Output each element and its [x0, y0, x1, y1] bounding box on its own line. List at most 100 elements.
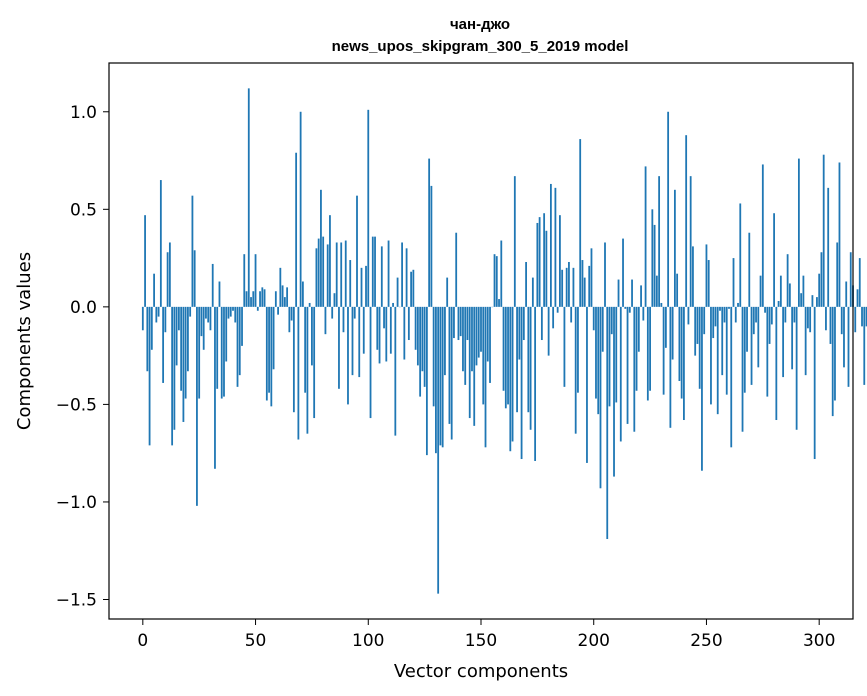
bar [378, 306, 381, 364]
bar [173, 306, 176, 430]
bar-series [141, 88, 867, 594]
bar [741, 306, 744, 432]
bar [595, 306, 597, 399]
bar [660, 302, 663, 307]
bar [705, 244, 708, 307]
bar [757, 306, 760, 368]
bar [362, 306, 365, 354]
bar [396, 277, 399, 307]
bar [480, 306, 482, 352]
bar [786, 254, 789, 307]
bar [207, 306, 210, 323]
bar [371, 236, 374, 307]
bar [858, 258, 861, 307]
bar [261, 287, 264, 307]
bar [495, 256, 498, 307]
bar [241, 306, 243, 346]
bar [863, 306, 866, 385]
bar [590, 248, 593, 307]
bar [734, 306, 737, 323]
chart-title-line2: news_upos_skipgram_300_5_2019 model [332, 38, 629, 55]
bar [315, 248, 318, 307]
y-tick-label: −1.5 [56, 590, 97, 610]
y-axis-label: Components values [14, 252, 35, 430]
bar [344, 240, 347, 307]
bar [752, 306, 755, 335]
bar [252, 291, 255, 307]
bar [333, 293, 336, 307]
bar [698, 306, 701, 389]
bar [775, 306, 778, 421]
bar [737, 302, 739, 307]
bar [254, 254, 257, 307]
bar [838, 162, 841, 307]
bar [236, 306, 239, 387]
bar [725, 306, 728, 395]
bar [238, 306, 241, 376]
bar [198, 306, 201, 399]
bar [358, 306, 361, 378]
bar [259, 291, 261, 307]
bar [509, 306, 512, 452]
bar [394, 306, 397, 436]
bar [220, 306, 223, 399]
bar [144, 215, 146, 307]
bar [599, 306, 602, 489]
bar [773, 213, 775, 307]
bar [865, 306, 867, 327]
bar [522, 306, 525, 341]
bar [825, 306, 827, 331]
bar [534, 306, 537, 461]
bar [193, 250, 196, 307]
bar [610, 306, 613, 335]
bar [218, 281, 221, 307]
bar [782, 306, 785, 378]
bar [779, 275, 782, 307]
bar [209, 306, 212, 331]
x-tick-label: 200 [578, 631, 610, 651]
bar [331, 306, 334, 319]
bar [588, 265, 591, 307]
bar [234, 306, 237, 323]
bar [335, 242, 338, 307]
bar [694, 306, 697, 356]
bar [407, 306, 410, 341]
bar [265, 306, 268, 401]
bar [157, 306, 160, 317]
bar [299, 111, 302, 307]
bar [502, 306, 505, 391]
bar [802, 275, 805, 307]
bar [516, 306, 518, 413]
bar [462, 306, 464, 372]
bar [811, 295, 814, 307]
bar [263, 289, 266, 307]
bar [543, 213, 546, 307]
bar [687, 306, 690, 325]
bar [662, 306, 665, 395]
bar [768, 306, 771, 344]
bar [211, 263, 214, 307]
bar [288, 306, 291, 333]
bar [777, 301, 780, 307]
bar [651, 209, 654, 307]
bar [162, 306, 165, 383]
bar [430, 185, 433, 307]
bar [311, 306, 313, 366]
bar [412, 269, 415, 307]
bar [444, 306, 446, 376]
bar [531, 277, 534, 307]
bar [601, 306, 604, 352]
bar [200, 306, 203, 337]
bar [689, 176, 692, 307]
bar [227, 306, 230, 319]
bar [721, 306, 724, 376]
x-tick-label: 0 [137, 631, 148, 651]
bar [836, 242, 839, 307]
bar [703, 306, 706, 335]
bar [419, 306, 422, 397]
bar [854, 306, 857, 333]
bar [822, 154, 825, 307]
bar [766, 306, 769, 397]
bar [520, 306, 523, 460]
